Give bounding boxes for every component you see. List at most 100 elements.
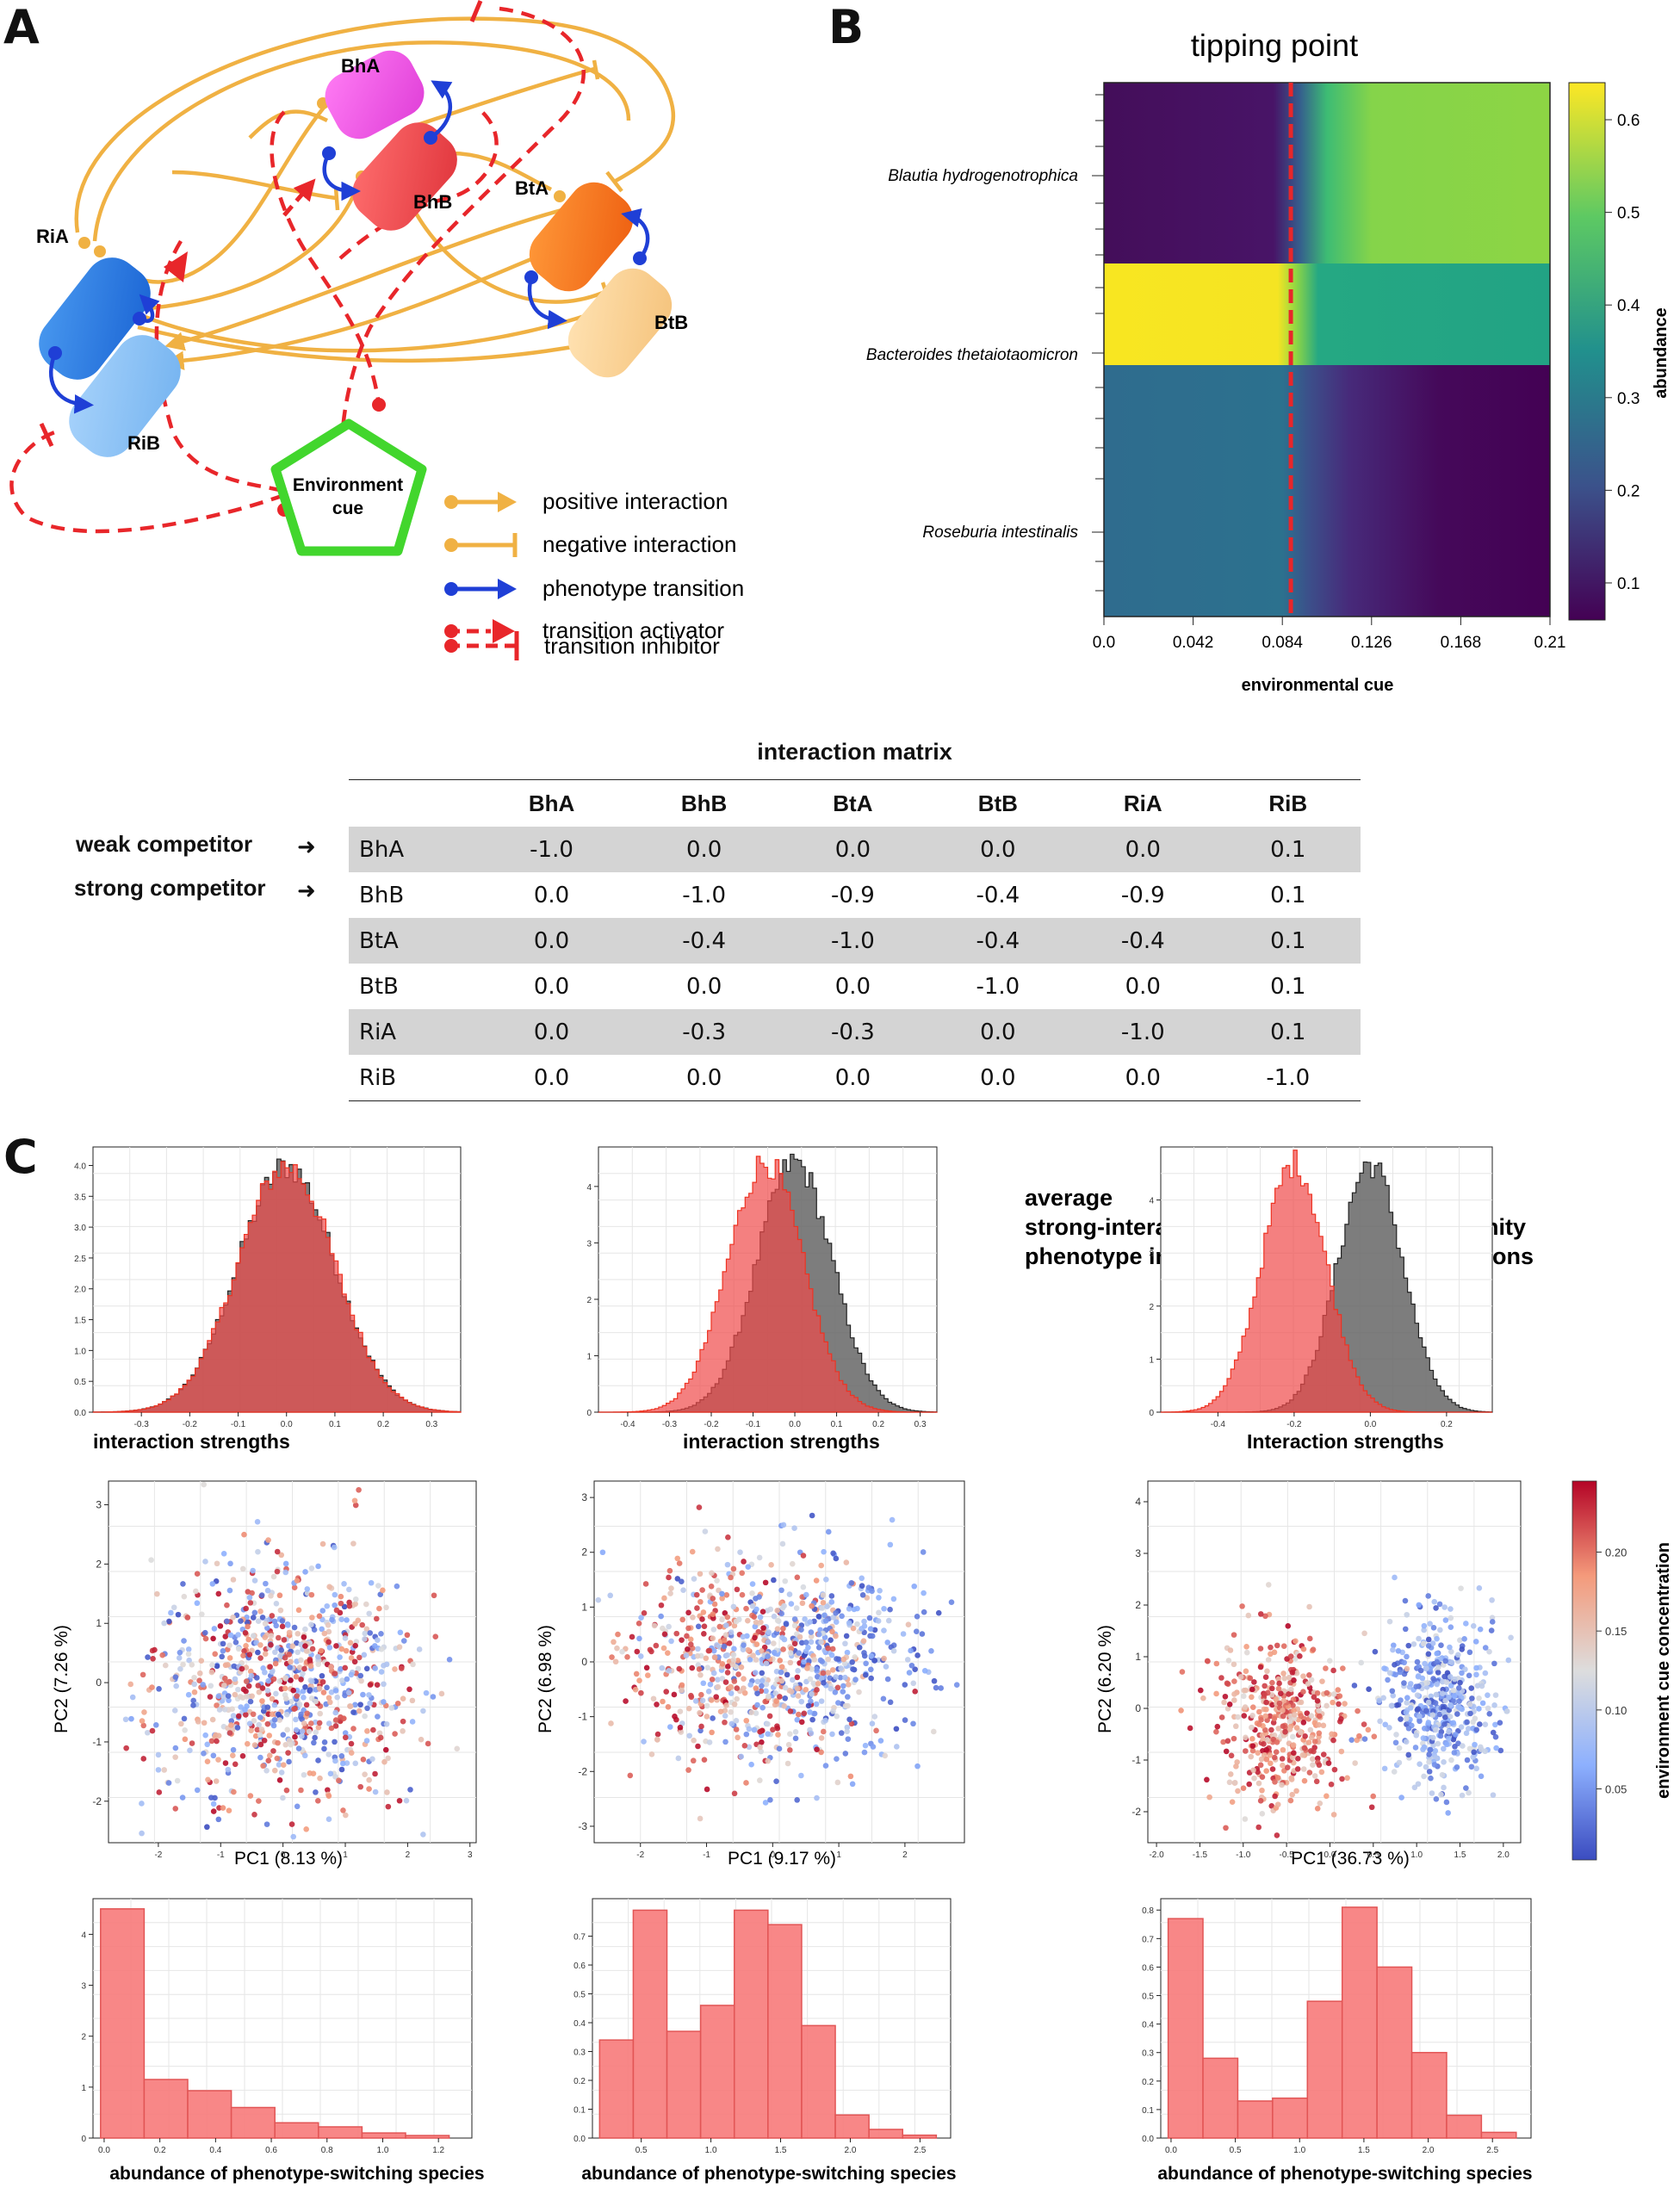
pca2-point [743, 1731, 750, 1738]
pca2-ytick-label: -1 [578, 1711, 587, 1723]
pca3-point [1250, 1767, 1256, 1774]
pca3-point [1223, 1825, 1229, 1832]
pca1-point [246, 1594, 253, 1601]
pca3-point [1416, 1602, 1422, 1608]
hist1-ytick-label: 1.0 [74, 1347, 86, 1356]
matrix-row: BtA 0.0 -0.4 -1.0 -0.4 -0.4 0.1 [349, 918, 1361, 964]
pca2-point [697, 1815, 704, 1822]
pca2-point [754, 1678, 761, 1685]
pca1-point [189, 1661, 195, 1668]
pca3-point [1318, 1769, 1325, 1776]
pca1-point [325, 1816, 332, 1823]
pca1-point [243, 1605, 249, 1612]
pca2-point [876, 1595, 882, 1601]
pca3-point [1371, 1733, 1378, 1739]
pca3-point [1272, 1793, 1278, 1800]
pca1-point [220, 1640, 226, 1647]
pca3-xtick-label: -0.5 [1279, 1850, 1294, 1860]
pca1-xtick-label: 1 [343, 1850, 348, 1860]
pca3-point [1263, 1707, 1269, 1713]
pca2-point [788, 1646, 795, 1652]
pca3-point [1473, 1765, 1480, 1772]
pca2-point [902, 1682, 908, 1688]
pca2-point [828, 1637, 834, 1644]
pca2-point [645, 1672, 651, 1678]
pca2-point [730, 1652, 737, 1658]
pca3-point [1287, 1797, 1294, 1804]
heatmap-row-label-2: Bacteroides thetaiotaomicron [866, 346, 1078, 364]
pca2-point [811, 1710, 818, 1717]
abund2-ytick-label: 0.2 [573, 2077, 586, 2086]
pca3-point [1439, 1771, 1446, 1778]
abund2-bar [767, 1924, 803, 2139]
pca3-point [1428, 1693, 1435, 1700]
pca1-point [211, 1626, 218, 1632]
pca3-point [1243, 1668, 1249, 1675]
pca2-point [771, 1613, 778, 1620]
pca1-point [245, 1636, 252, 1643]
pca1-point [227, 1560, 233, 1567]
pca1-point [410, 1661, 416, 1668]
pca1-point [243, 1642, 249, 1649]
pca3-point [1205, 1658, 1211, 1664]
pca2-point [723, 1622, 729, 1628]
pca2-point [654, 1731, 661, 1738]
pca3-point [1415, 1673, 1422, 1679]
pca2-point [847, 1773, 854, 1780]
pca3-point [1255, 1750, 1262, 1757]
cell-bha [325, 50, 425, 139]
pca2-point [609, 1654, 615, 1660]
pca3-point [1329, 1731, 1335, 1738]
abund1-xtick-label: 1.0 [377, 2146, 389, 2155]
pca1-point [196, 1677, 202, 1683]
pca2-point [665, 1704, 672, 1710]
cell-bhb [352, 122, 457, 231]
pca2-point [721, 1643, 728, 1650]
env-cue-line2: cue [332, 499, 363, 518]
abund3-ytick-label: 0.6 [1142, 1963, 1154, 1973]
pca3-point [1430, 1734, 1436, 1741]
hist3-xtick-label: 0.0 [1364, 1420, 1376, 1429]
pca2-point [756, 1554, 763, 1561]
abund2-bar [801, 2024, 836, 2139]
pca1-point [209, 1662, 215, 1669]
pca2-point [781, 1636, 788, 1643]
pca1-point [407, 1787, 413, 1793]
pca2-point [697, 1571, 704, 1577]
pca1-point [348, 1740, 355, 1747]
pca3-point [1385, 1677, 1391, 1683]
pca1-point [255, 1649, 261, 1656]
pca1-point [189, 1740, 195, 1746]
pca3-point [1294, 1766, 1301, 1772]
pca2-point [774, 1607, 780, 1614]
pca1-xtick-label: 3 [468, 1850, 473, 1860]
pca-colorbar-tick-label: 0.10 [1605, 1704, 1627, 1717]
pca2-point [753, 1606, 759, 1613]
pca2-point [733, 1718, 740, 1724]
pca3-point [1457, 1637, 1463, 1644]
pca3-point [1258, 1717, 1264, 1723]
pca1-point [302, 1569, 308, 1575]
pca3-point [1226, 1701, 1233, 1708]
pca3-point [1469, 1695, 1475, 1701]
abund3-xtick-label: 0.5 [1230, 2146, 1242, 2155]
pca1-point [279, 1618, 286, 1624]
pca2-point [808, 1698, 814, 1704]
pca2-point [781, 1602, 787, 1609]
pca3-point [1317, 1800, 1324, 1807]
pca2-point [798, 1772, 804, 1779]
pca2-point [807, 1619, 813, 1625]
pca2-point [863, 1671, 869, 1678]
pca1-point [325, 1621, 332, 1628]
pca2-point [914, 1763, 921, 1770]
pca1-point [367, 1630, 374, 1636]
pca2-xtick-label: 0 [771, 1850, 776, 1860]
pca3-point [1275, 1676, 1281, 1683]
pca3-point [1426, 1758, 1432, 1765]
pca3-point [1330, 1812, 1337, 1818]
pca1-point [347, 1639, 354, 1646]
cell-ria [39, 257, 151, 380]
pca2-point [912, 1689, 918, 1695]
pca1-point [416, 1646, 423, 1652]
pca2-point [808, 1633, 815, 1639]
